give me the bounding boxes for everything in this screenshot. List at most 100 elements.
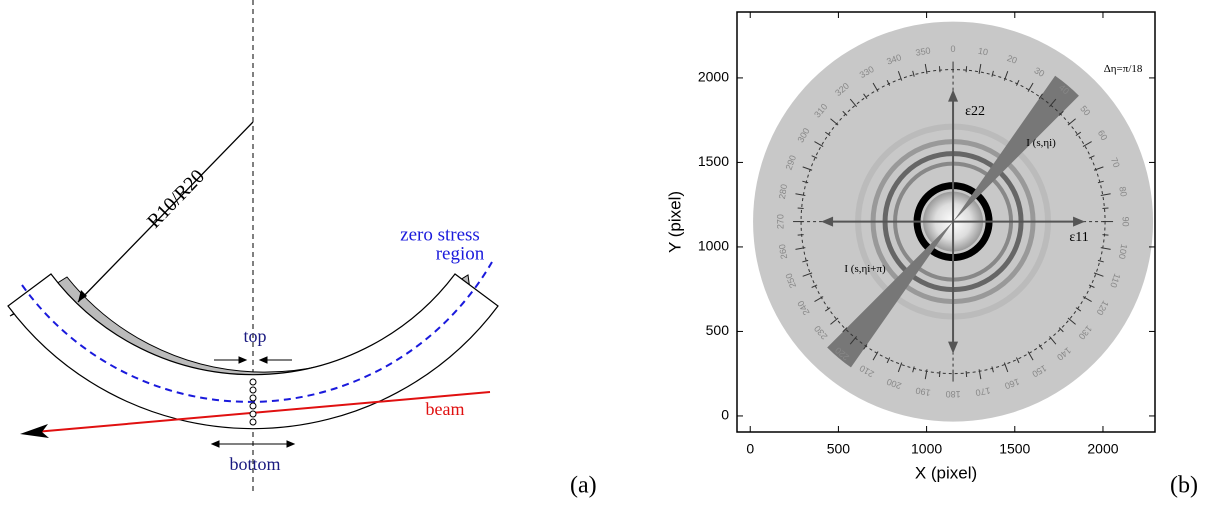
scale-tick	[863, 344, 868, 350]
scale-tick	[830, 317, 839, 325]
scale-tick	[965, 66, 968, 73]
angle-label: 60	[1096, 128, 1110, 142]
scale-tick	[1093, 272, 1104, 277]
scale-tick	[814, 141, 824, 148]
angle-label: 170	[975, 385, 992, 397]
angle-label: 200	[885, 377, 903, 392]
angle-label: 290	[784, 154, 799, 172]
e11-label: ε11	[1069, 230, 1088, 245]
scale-tick	[924, 369, 928, 380]
wedge	[953, 75, 1079, 222]
scale-tick	[1003, 71, 1009, 81]
scale-tick	[842, 110, 848, 116]
dimension-arrows	[210, 356, 296, 448]
angle-label: 250	[784, 272, 799, 290]
scale-tick	[1058, 327, 1064, 333]
angle-label: 30	[1033, 65, 1047, 79]
scale-tick	[1082, 141, 1092, 148]
panel-a: R10/R20 zero stress region top bottom be…	[7, 0, 597, 499]
scale-tick	[1038, 93, 1043, 99]
angle-label: 90	[1121, 217, 1131, 227]
scale-tick	[897, 71, 903, 81]
scale-tick	[1097, 259, 1104, 263]
y-tick-label: 0	[721, 407, 729, 423]
scale-tick	[802, 166, 813, 171]
x-tick-label: 0	[746, 441, 754, 457]
scale-tick	[978, 63, 982, 74]
scale-tick	[1097, 180, 1104, 184]
bottom-label: bottom	[229, 454, 280, 474]
x-tick-label: 2000	[1087, 441, 1118, 457]
scale-tick	[1088, 284, 1095, 288]
scale-tick	[842, 327, 848, 333]
scale-tick	[886, 79, 891, 86]
bent-bar	[7, 273, 499, 430]
scale-tick	[849, 336, 858, 345]
x-tick-label: 1000	[911, 441, 942, 457]
wedge-label: Δη=π/18	[1104, 63, 1143, 75]
scale-tick	[1003, 362, 1009, 373]
angle-label: 20	[1006, 53, 1019, 66]
scale-tick	[811, 284, 818, 288]
i-label: I (s,ηi)	[1026, 137, 1056, 149]
scale-tick	[991, 366, 994, 373]
x-axis-label: X (pixel)	[915, 463, 977, 482]
scale-tick	[912, 70, 915, 77]
scale-tick	[1027, 82, 1034, 92]
scale-tick	[897, 362, 903, 373]
i-pi-label: I (s,ηi+π)	[844, 263, 886, 275]
angle-label: 280	[777, 183, 789, 200]
arrow-head	[1073, 216, 1086, 227]
panel-label: (a)	[570, 473, 597, 499]
scale-tick	[938, 66, 941, 73]
scale-tick	[1049, 336, 1057, 345]
wedge	[827, 221, 954, 368]
scale-tick	[965, 370, 968, 378]
scale-tick	[824, 131, 831, 136]
scale-tick	[912, 366, 915, 373]
angle-label: 10	[977, 46, 989, 58]
angle-label: 190	[915, 385, 932, 397]
x-tick-label: 1500	[999, 441, 1030, 457]
scale-tick	[863, 93, 868, 99]
zero-stress-label: region	[436, 243, 485, 264]
angle-label: 350	[915, 45, 932, 57]
scale-tick	[1093, 166, 1104, 171]
scale-tick	[991, 70, 994, 77]
angle-label: 340	[885, 52, 903, 67]
gauge-points	[249, 378, 257, 426]
scale-tick	[1088, 155, 1095, 159]
scale-tick	[814, 296, 824, 303]
zero-stress-label: zero stress	[400, 224, 480, 245]
scale-tick	[1058, 110, 1064, 116]
scale-tick	[1082, 296, 1092, 303]
scale-tick	[802, 259, 809, 263]
scale-tick	[1100, 247, 1111, 250]
scale-tick	[811, 155, 818, 159]
scale-tick	[830, 118, 839, 126]
angle-label: 180	[946, 389, 961, 399]
beam-label: beam	[426, 399, 465, 419]
y-axis-label: Y (pixel)	[665, 191, 684, 253]
scale-tick	[849, 98, 858, 107]
radius-label: R10/R20	[143, 165, 209, 232]
scale-tick	[802, 180, 809, 184]
arrow-head	[78, 290, 87, 302]
scale-tick	[1102, 207, 1109, 210]
scale-tick	[886, 357, 891, 364]
angle-label: 50	[1078, 104, 1092, 118]
x-tick-label: 500	[827, 441, 851, 457]
scale-tick	[1038, 344, 1043, 350]
scale-tick	[824, 307, 831, 312]
scale-tick	[1027, 351, 1034, 361]
scale-tick	[797, 234, 804, 236]
y-tick-label: 500	[706, 322, 730, 338]
angle-label: 70	[1109, 156, 1122, 169]
scale-tick	[795, 193, 806, 197]
top-label: top	[243, 326, 266, 346]
scale-tick	[1102, 234, 1109, 236]
scale-tick	[1015, 79, 1020, 86]
scale-tick	[1015, 357, 1020, 364]
y-tick-label: 2000	[698, 69, 729, 85]
arrow-head	[948, 89, 959, 102]
